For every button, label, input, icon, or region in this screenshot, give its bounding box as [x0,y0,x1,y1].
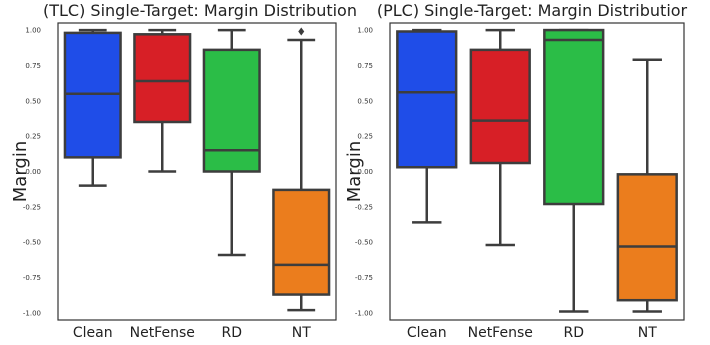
y-tick-label: -0.50 [355,239,373,247]
x-tick-label: NT [638,325,657,341]
y-tick-label: 0.25 [25,133,41,141]
x-tick-label: RD [221,325,242,341]
x-tick-label: RD [563,325,584,341]
box-netfense [134,30,190,171]
y-tick-label: 0.00 [25,168,41,176]
y-tick-label: 0.50 [357,97,373,105]
y-tick-label: -0.75 [23,274,41,282]
y-tick-label: 1.00 [357,27,373,35]
x-tick-label: Clean [73,325,113,341]
box-body [273,190,329,295]
y-tick-label: -1.00 [355,309,373,317]
y-tick-label: -0.75 [355,274,373,282]
y-tick-label: -0.25 [23,203,41,211]
box-body [471,50,530,163]
x-tick-label: NT [292,325,311,341]
box-body [397,31,456,167]
box-nt [618,60,677,312]
box-body [65,33,121,157]
y-tick-label: 0.25 [357,133,373,141]
y-tick-label: -0.25 [355,203,373,211]
y-tick-label: 0.00 [357,168,373,176]
outlier-point [298,27,304,35]
y-tick-label: 1.00 [25,27,41,35]
box-body [618,174,677,300]
x-tick-label: NetFense [130,325,195,341]
y-tick-label: -1.00 [23,309,41,317]
box-clean [65,30,121,186]
chart-title: (TLC) Single-Target: Margin Distribution [43,1,357,20]
y-tick-label: 0.75 [357,62,373,70]
box-rd [544,30,603,311]
x-tick-label: NetFense [468,325,533,341]
box-body [134,34,190,122]
y-tick-label: 0.75 [25,62,41,70]
panel-plc: (PLC) Single-Target: Margin Distributior… [344,1,688,341]
y-tick-label: 0.50 [25,97,41,105]
box-nt [273,27,329,310]
box-body [544,30,603,204]
box-rd [204,30,260,255]
chart-title: (PLC) Single-Target: Margin Distributior [377,1,688,20]
y-tick-label: -0.50 [23,239,41,247]
box-netfense [471,30,530,245]
box-clean [397,30,456,222]
x-tick-label: Clean [407,325,447,341]
box-body [204,50,260,172]
panel-tlc: (TLC) Single-Target: Margin Distribution… [10,1,357,341]
